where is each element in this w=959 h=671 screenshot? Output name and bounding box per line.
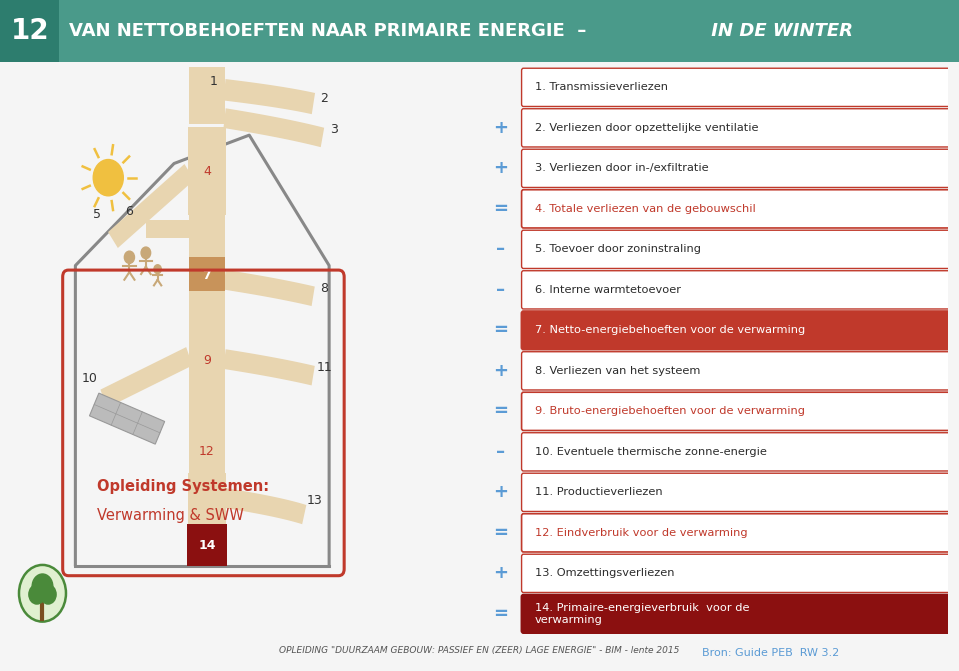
Text: 12: 12	[11, 17, 49, 45]
Circle shape	[40, 584, 57, 604]
Text: –: –	[497, 443, 505, 461]
FancyBboxPatch shape	[522, 230, 950, 268]
Text: –: –	[497, 240, 505, 258]
Circle shape	[125, 251, 134, 264]
Text: IN DE WINTER: IN DE WINTER	[705, 22, 853, 40]
FancyBboxPatch shape	[522, 190, 950, 228]
Polygon shape	[101, 347, 193, 408]
Text: –: –	[497, 281, 505, 299]
Circle shape	[19, 565, 66, 621]
Circle shape	[33, 574, 53, 599]
Text: 9. Bruto-energiebehoeften voor de verwarming: 9. Bruto-energiebehoeften voor de verwar…	[535, 407, 806, 416]
Text: 5: 5	[92, 208, 101, 221]
Text: 13: 13	[307, 495, 323, 507]
Text: +: +	[494, 362, 508, 380]
Polygon shape	[188, 127, 225, 215]
FancyBboxPatch shape	[522, 311, 950, 350]
Text: =: =	[494, 403, 508, 420]
FancyBboxPatch shape	[522, 514, 950, 552]
Bar	[0, 0, 59, 62]
FancyBboxPatch shape	[522, 554, 950, 592]
Text: 6: 6	[126, 205, 133, 218]
FancyBboxPatch shape	[522, 109, 950, 147]
Text: =: =	[494, 605, 508, 623]
Polygon shape	[223, 350, 315, 385]
Text: +: +	[494, 119, 508, 137]
FancyBboxPatch shape	[522, 595, 950, 633]
Text: 1: 1	[210, 74, 218, 88]
Text: 2: 2	[320, 92, 328, 105]
Text: 4. Totale verliezen van de gebouwschil: 4. Totale verliezen van de gebouwschil	[535, 204, 756, 214]
Text: 12: 12	[199, 445, 215, 458]
Text: =: =	[494, 200, 508, 218]
Text: 10: 10	[82, 372, 98, 385]
Text: Verwarming & SWW: Verwarming & SWW	[97, 507, 244, 523]
Text: 8. Verliezen van het systeem: 8. Verliezen van het systeem	[535, 366, 700, 376]
Text: 9: 9	[203, 354, 211, 367]
Polygon shape	[146, 219, 189, 238]
Text: +: +	[494, 159, 508, 177]
Circle shape	[141, 247, 151, 258]
Text: VAN NETTOBEHOEFTEN NAAR PRIMAIRE ENERGIE  –: VAN NETTOBEHOEFTEN NAAR PRIMAIRE ENERGIE…	[69, 22, 586, 40]
Text: 7: 7	[202, 269, 211, 282]
Text: +: +	[494, 564, 508, 582]
Text: 11. Productieverliezen: 11. Productieverliezen	[535, 487, 663, 497]
FancyBboxPatch shape	[522, 149, 950, 187]
Polygon shape	[187, 523, 227, 566]
Polygon shape	[189, 427, 224, 475]
FancyBboxPatch shape	[522, 433, 950, 471]
Text: OPLEIDING "DUURZAAM GEBOUW: PASSIEF EN (ZEER) LAGE ENERGIE" - BIM - lente 2015: OPLEIDING "DUURZAAM GEBOUW: PASSIEF EN (…	[279, 646, 680, 655]
Polygon shape	[108, 164, 195, 248]
Polygon shape	[223, 270, 315, 306]
Text: 8: 8	[320, 282, 328, 295]
Text: Bron: Guide PEB  RW 3.2: Bron: Guide PEB RW 3.2	[702, 648, 839, 658]
Text: 14: 14	[199, 539, 216, 552]
Polygon shape	[189, 67, 224, 123]
Text: =: =	[494, 524, 508, 542]
Text: =: =	[494, 321, 508, 340]
Text: 5. Toevoer door zoninstraling: 5. Toevoer door zoninstraling	[535, 244, 701, 254]
FancyBboxPatch shape	[522, 473, 950, 511]
FancyBboxPatch shape	[522, 352, 950, 390]
Circle shape	[29, 584, 45, 604]
Text: 3. Verliezen door in-/exfiltratie: 3. Verliezen door in-/exfiltratie	[535, 163, 709, 173]
FancyBboxPatch shape	[522, 393, 950, 431]
Polygon shape	[223, 108, 324, 147]
Text: 4: 4	[203, 166, 211, 178]
Text: +: +	[494, 483, 508, 501]
Text: 7. Netto-energiebehoeften voor de verwarming: 7. Netto-energiebehoeften voor de verwar…	[535, 325, 806, 336]
FancyBboxPatch shape	[522, 270, 950, 309]
Polygon shape	[223, 79, 316, 114]
Polygon shape	[189, 291, 224, 340]
FancyBboxPatch shape	[522, 68, 950, 107]
Text: Opleiding Systemen:: Opleiding Systemen:	[97, 479, 269, 494]
Polygon shape	[188, 472, 225, 526]
Text: 3: 3	[330, 123, 338, 136]
Polygon shape	[189, 336, 224, 384]
Polygon shape	[189, 382, 224, 430]
Circle shape	[93, 160, 124, 196]
Polygon shape	[189, 257, 224, 294]
Text: 6. Interne warmtetoevoer: 6. Interne warmtetoevoer	[535, 285, 681, 295]
Text: 14. Primaire-energieverbruik  voor de
verwarming: 14. Primaire-energieverbruik voor de ver…	[535, 603, 750, 625]
Polygon shape	[89, 393, 165, 444]
Text: 2. Verliezen door opzettelijke ventilatie: 2. Verliezen door opzettelijke ventilati…	[535, 123, 759, 133]
Text: 1. Transmissieverliezen: 1. Transmissieverliezen	[535, 83, 668, 93]
Text: 10. Eventuele thermische zonne-energie: 10. Eventuele thermische zonne-energie	[535, 447, 767, 457]
Polygon shape	[223, 488, 306, 524]
Polygon shape	[189, 215, 224, 260]
Text: 11: 11	[316, 361, 333, 374]
Text: 13. Omzettingsverliezen: 13. Omzettingsverliezen	[535, 568, 674, 578]
Text: 12. Eindverbruik voor de verwarming: 12. Eindverbruik voor de verwarming	[535, 528, 748, 538]
Circle shape	[154, 265, 161, 274]
